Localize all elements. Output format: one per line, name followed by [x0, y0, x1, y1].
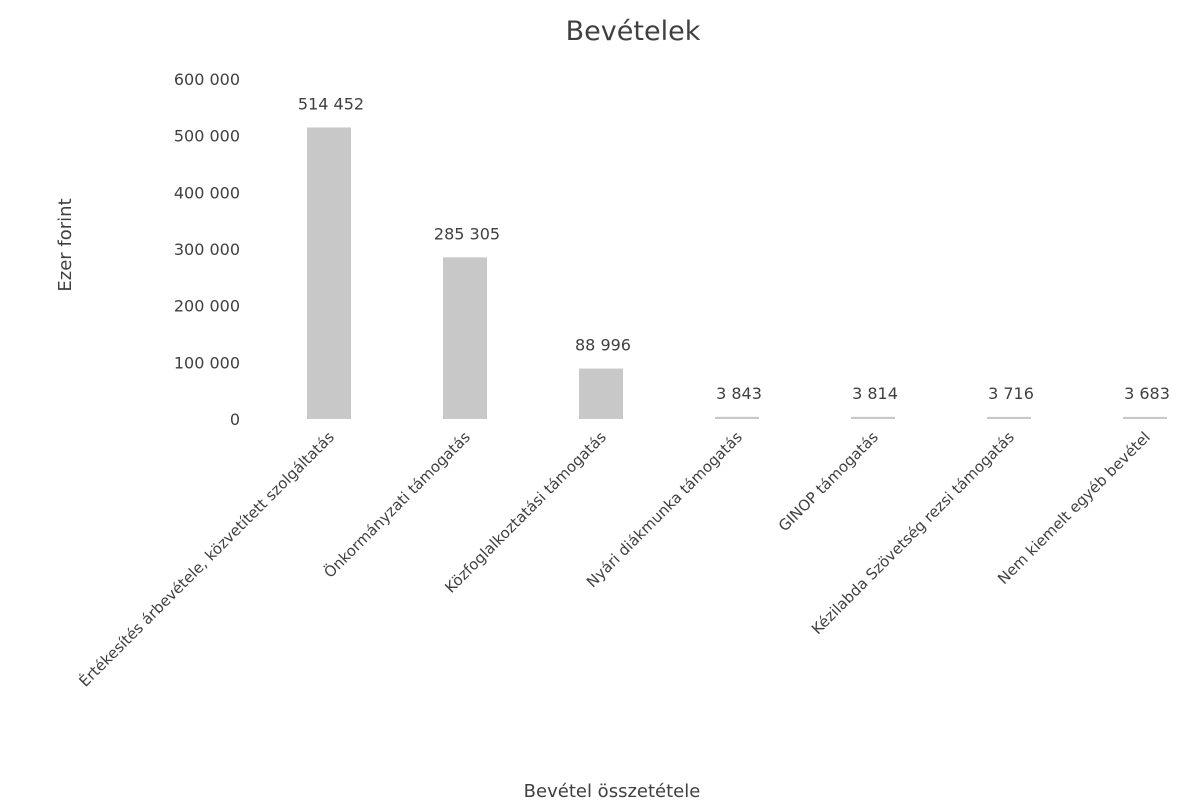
bars — [307, 127, 1167, 419]
y-axis-ticks: 0 100 000 200 000 300 000 400 000 500 000 600 … — [174, 70, 240, 429]
category-label: Nyári diákmunka támogatás — [583, 428, 746, 591]
data-label: 88 996 — [575, 336, 631, 355]
data-labels: 514 452 285 305 88 996 3 843 3 814 3 716 3 683 — [298, 94, 1170, 402]
bar — [987, 416, 1031, 419]
bar — [851, 416, 895, 419]
category-label: Önkormányzati támogatás — [320, 427, 474, 581]
category-labels: Értékesítés árbevétele, közvetített szol… — [75, 427, 1154, 690]
y-tick-label: 0 — [230, 410, 240, 429]
data-label: 514 452 — [298, 94, 364, 113]
y-axis-title: Ezer forint — [55, 198, 76, 291]
bar — [1123, 416, 1167, 419]
x-axis-title: Bevétel összetétele — [524, 781, 701, 802]
y-tick-label: 500 000 — [174, 127, 240, 146]
y-tick-label: 200 000 — [174, 297, 240, 316]
data-label: 3 683 — [1124, 384, 1170, 403]
category-label: GINOP támogatás — [775, 428, 882, 535]
bar — [443, 257, 487, 419]
category-label: Értékesítés árbevétele, közvetített szol… — [75, 427, 338, 690]
bar — [307, 127, 351, 419]
data-label: 285 305 — [434, 224, 500, 243]
y-tick-label: 600 000 — [174, 70, 240, 89]
y-tick-label: 100 000 — [174, 353, 240, 372]
bar — [579, 368, 623, 419]
y-tick-label: 300 000 — [174, 240, 240, 259]
category-label: Közfoglalkoztatási támogatás — [441, 428, 610, 597]
bar — [715, 416, 759, 419]
data-label: 3 716 — [988, 384, 1034, 403]
data-label: 3 814 — [852, 384, 898, 403]
data-label: 3 843 — [716, 384, 762, 403]
category-label: Nem kiemelt egyéb bevétel — [994, 428, 1154, 588]
chart-title: Bevételek — [566, 16, 701, 47]
y-tick-label: 400 000 — [174, 183, 240, 202]
